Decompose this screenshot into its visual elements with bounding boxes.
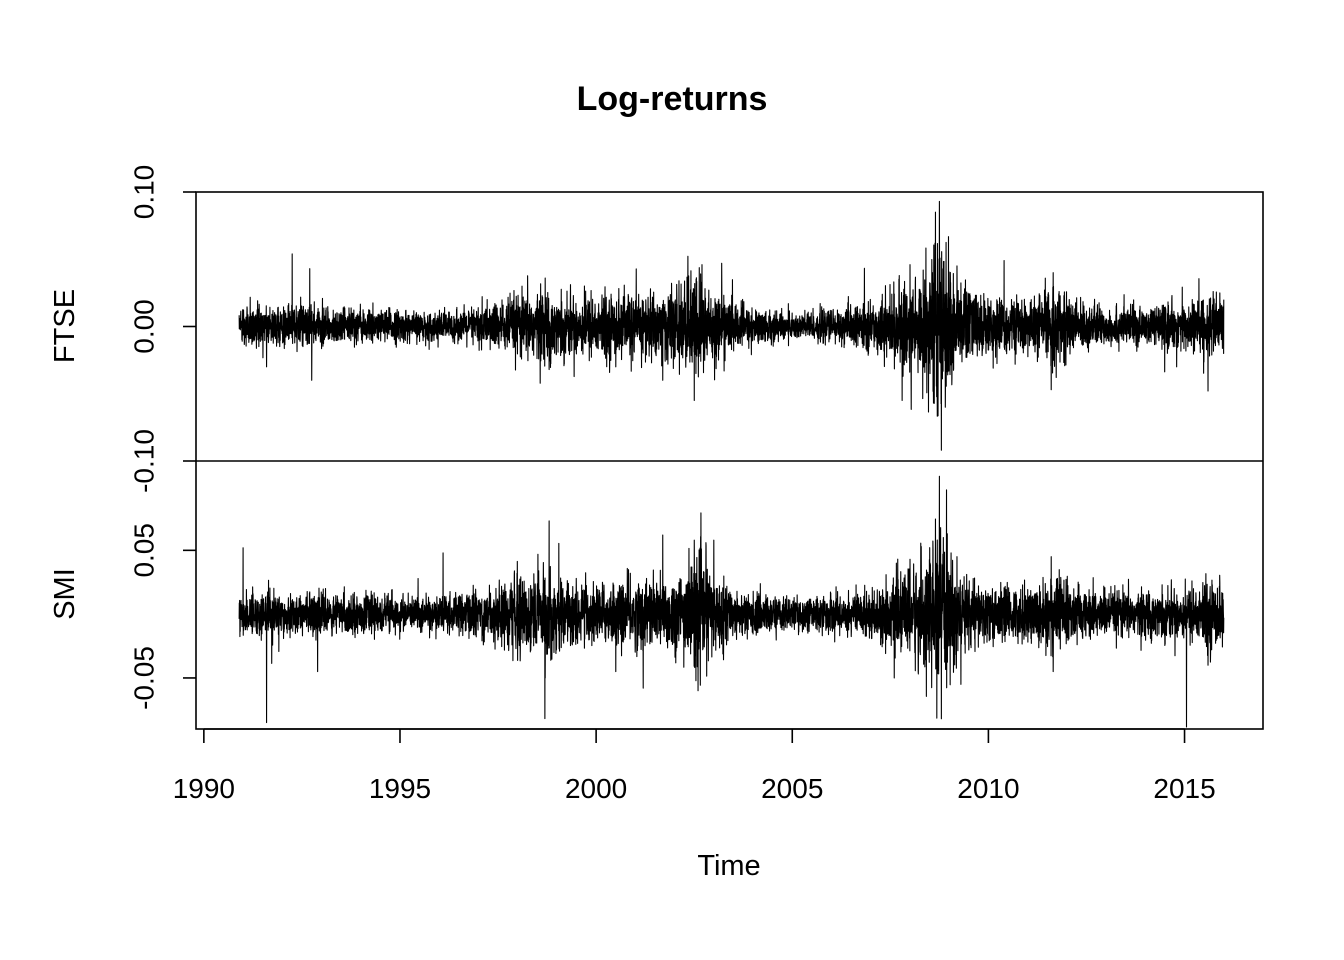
smi-y-tick-label: 0.05 xyxy=(129,523,160,578)
ftse-y-axis: -0.10 0.00 0.10 xyxy=(129,165,196,493)
x-tick-label: 2000 xyxy=(565,773,627,804)
smi-series-line xyxy=(238,475,1225,728)
ftse-y-tick-label: -0.10 xyxy=(129,429,160,493)
ftse-returns-path xyxy=(238,200,1225,451)
x-tick-label: 2010 xyxy=(957,773,1019,804)
x-tick-label: 1995 xyxy=(369,773,431,804)
ftse-y-tick-label: 0.10 xyxy=(129,165,160,220)
ftse-y-tick-label: 0.00 xyxy=(129,299,160,354)
smi-y-tick-label: -0.05 xyxy=(129,646,160,710)
ftse-panel: -0.10 0.00 0.10 FTSE xyxy=(49,165,1225,493)
x-axis-label: Time xyxy=(697,850,760,882)
smi-y-axis-label: SMI xyxy=(49,568,81,620)
x-tick-label: 1990 xyxy=(173,773,235,804)
smi-panel: -0.05 0.05 SMI xyxy=(49,475,1225,728)
smi-y-axis: -0.05 0.05 xyxy=(129,523,196,710)
ftse-y-axis-label: FTSE xyxy=(49,289,81,363)
smi-returns-path xyxy=(238,475,1225,728)
x-tick-label: 2005 xyxy=(761,773,823,804)
x-axis: 1990 1995 2000 2005 2010 2015 xyxy=(173,728,1216,804)
x-tick-label: 2015 xyxy=(1153,773,1215,804)
ftse-series-line xyxy=(238,200,1225,451)
chart-title: Log-returns xyxy=(577,80,768,118)
